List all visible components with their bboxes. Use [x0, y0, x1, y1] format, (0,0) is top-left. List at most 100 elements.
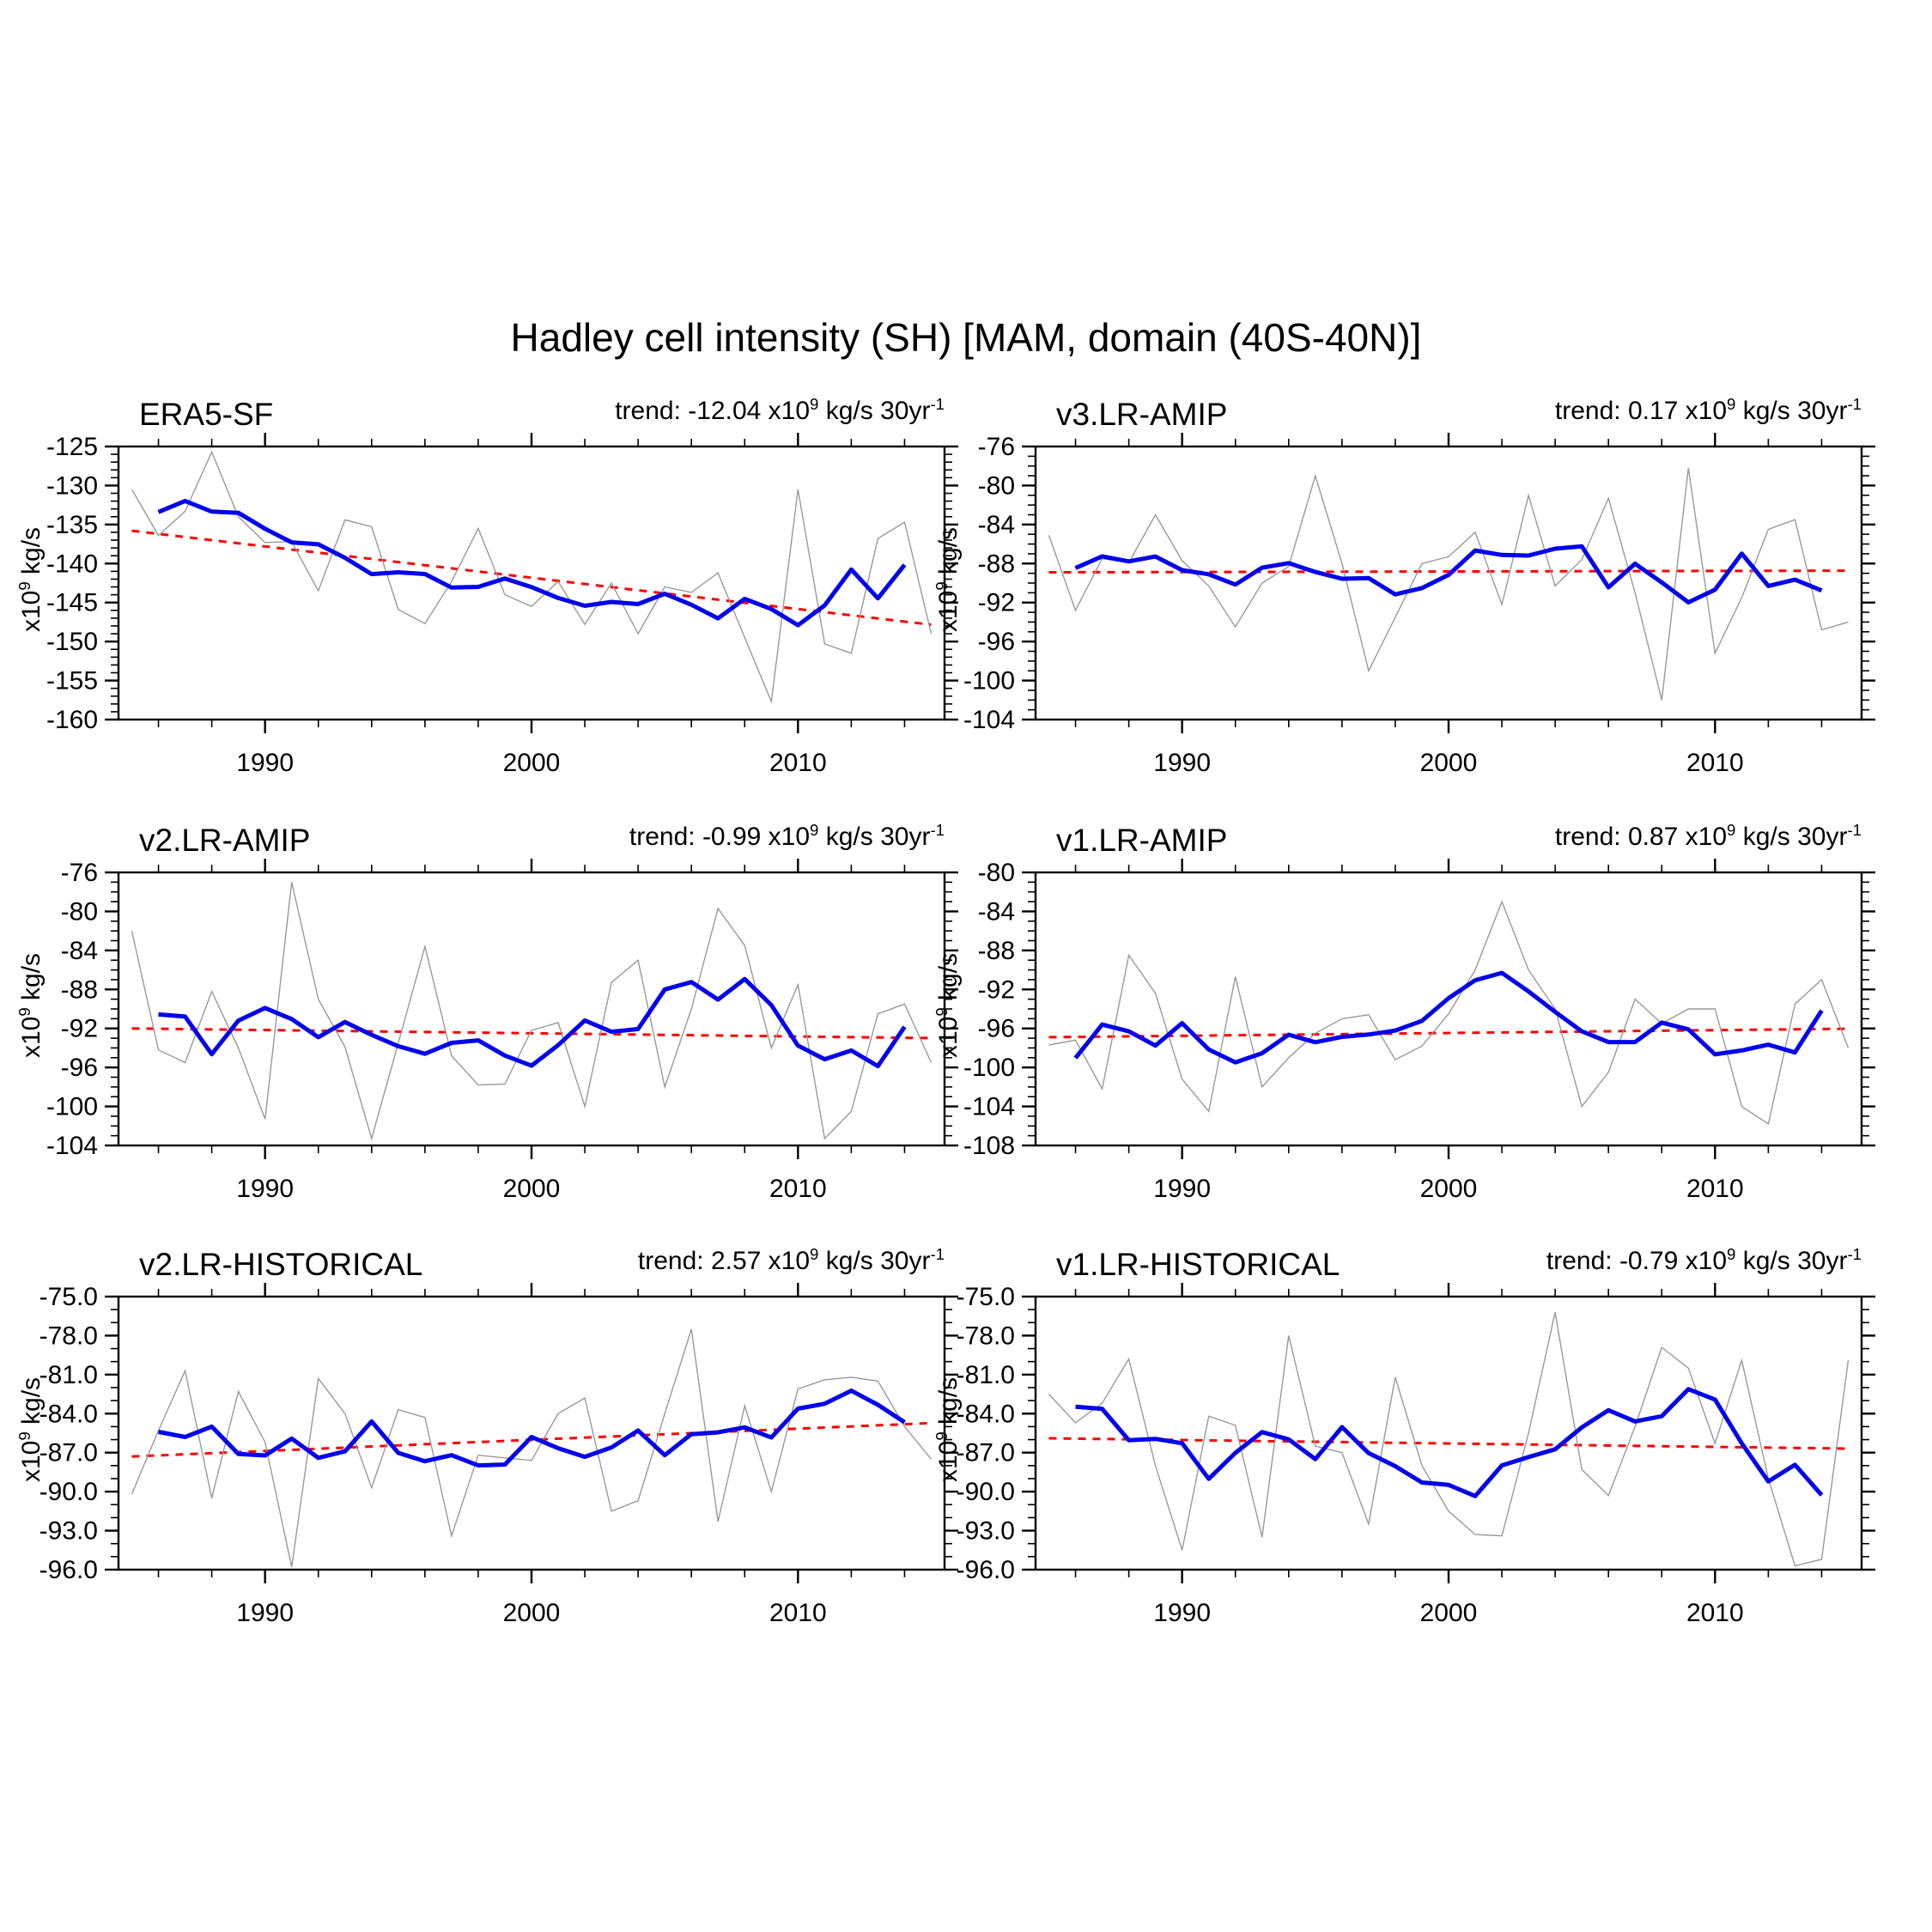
y-axis-label: x109 kg/s [15, 1376, 46, 1483]
raw-annual-line [131, 450, 933, 704]
y-tick-label: -92 [978, 589, 1015, 617]
x-tick-label: 2010 [1686, 1175, 1744, 1203]
panel-v2.LR-HISTORICAL: 1990 2000 2010 -75.0 -78.0 -81.0 -84.0 -87.0 -90… [39, 1283, 958, 1627]
y-tick-label: -100 [963, 667, 1015, 696]
x-tick-label: 2010 [769, 1599, 827, 1627]
y-tick-label: -90.0 [957, 1478, 1015, 1506]
x-tick-label: 2010 [1686, 1599, 1744, 1627]
x-tick-label: 1990 [236, 1175, 294, 1203]
y-tick-label: -96 [61, 1054, 98, 1082]
y-axis-label: x109 kg/s [933, 526, 963, 633]
y-tick-label: -81.0 [39, 1361, 98, 1389]
raw-annual-line [131, 1328, 933, 1568]
raw-annual-line [1048, 1312, 1850, 1567]
y-tick-label: -80 [978, 471, 1015, 500]
trend-value: 2.57 [710, 1247, 762, 1275]
x-tick-label: 2000 [503, 1175, 561, 1203]
y-tick-label: -90.0 [39, 1478, 98, 1506]
y-tick-label: -87.0 [39, 1439, 98, 1467]
y-tick-label: -145 [46, 589, 98, 617]
trend-value: -0.79 [1619, 1247, 1679, 1275]
y-tick-label: -93.0 [957, 1517, 1015, 1546]
y-axis-label: x109 kg/s [15, 952, 46, 1059]
y-tick-label: -150 [46, 628, 98, 656]
y-tick-label: -96 [978, 628, 1015, 656]
panel-title-v1-lr-amip: v1.LR-AMIP [1056, 823, 1228, 858]
figure-title: Hadley cell intensity (SH) [MAM, domain … [510, 315, 1422, 360]
y-tick-label: -80 [61, 897, 98, 926]
y-tick-label: -155 [46, 667, 98, 696]
y-tick-label: -75.0 [957, 1283, 1015, 1311]
trend-annotation: trend: 0.17 x109 kg/s 30yr-1 [1554, 395, 1862, 425]
x-tick-label: 2010 [1686, 749, 1744, 777]
y-tick-label: -108 [963, 1132, 1015, 1160]
y-tick-label: -76 [61, 859, 98, 887]
x-tick-label: 1990 [1153, 1599, 1211, 1627]
panel-ERA5-SF: 1990 2000 2010 -125 -130 -135 -140 -145 -150 -155… [46, 433, 958, 777]
y-tick-label: -135 [46, 511, 98, 539]
y-tick-label: -76 [978, 433, 1015, 461]
y-tick-label: -84 [61, 937, 98, 965]
y-tick-label: -78.0 [957, 1321, 1015, 1350]
x-tick-label: 2000 [503, 749, 561, 777]
trend-prefix: trend: [615, 397, 689, 425]
x-tick-label: 2010 [769, 1175, 827, 1203]
panel-v1.LR-AMIP: 1990 2000 2010 -80 -84 -88 -92 -96 -100 -104 -108 [963, 859, 1875, 1203]
y-tick-label: -87.0 [957, 1439, 1015, 1467]
x-tick-label: 1990 [1153, 1175, 1211, 1203]
y-tick-label: -96.0 [957, 1556, 1015, 1584]
panel-v1.LR-HISTORICAL: 1990 2000 2010 -75.0 -78.0 -81.0 -84.0 -87.0 -90… [957, 1283, 1875, 1627]
x-tick-label: 1990 [236, 1599, 294, 1627]
smoothed-line [1074, 544, 1823, 605]
y-tick-label: -84.0 [39, 1400, 98, 1428]
trend-annotation: trend: -0.79 x109 kg/s 30yr-1 [1546, 1245, 1862, 1275]
y-axis-label: x109 kg/s [933, 1376, 963, 1483]
trend-value: 0.87 [1627, 823, 1679, 851]
raw-annual-line [1048, 467, 1849, 701]
y-tick-label: -84 [978, 511, 1015, 539]
x-tick-label: 2000 [503, 1599, 561, 1627]
smoothed-line [157, 498, 907, 628]
raw-annual-line [1048, 900, 1850, 1126]
trend-value: -12.04 [688, 397, 762, 425]
panel-title-v3-lr-amip: v3.LR-AMIP [1056, 397, 1228, 432]
y-axis-label: x109 kg/s [933, 952, 963, 1059]
x-tick-label: 1990 [1153, 749, 1211, 777]
y-tick-label: -160 [46, 706, 98, 734]
y-tick-label: -78.0 [39, 1321, 98, 1350]
panel-title-v2-lr-amip: v2.LR-AMIP [139, 823, 311, 858]
y-tick-label: -140 [46, 550, 98, 578]
y-tick-label: -104 [46, 1132, 98, 1160]
x-tick-label: 2000 [1420, 749, 1478, 777]
y-tick-label: -84 [978, 897, 1015, 926]
trend-annotation: trend: 0.87 x109 kg/s 30yr-1 [1554, 821, 1862, 851]
smoothed-line [158, 976, 907, 1069]
panel-title-v2-lr-historical: v2.LR-HISTORICAL [139, 1247, 423, 1282]
x-tick-label: 2010 [769, 749, 827, 777]
smoothed-line [1073, 970, 1824, 1065]
y-tick-label: -93.0 [39, 1517, 98, 1546]
y-tick-label: -80 [978, 859, 1015, 887]
y-tick-label: -88 [978, 937, 1015, 965]
trend-annotation: trend: -0.99 x109 kg/s 30yr-1 [629, 821, 945, 851]
y-tick-label: -84.0 [957, 1400, 1015, 1428]
trend-annotation: trend: -12.04 x109 kg/s 30yr-1 [615, 395, 945, 425]
y-tick-label: -130 [46, 471, 98, 500]
y-tick-label: -92 [978, 975, 1015, 1004]
x-tick-label: 2000 [1420, 1175, 1478, 1203]
raw-annual-line [131, 882, 933, 1141]
x-tick-label: 2000 [1420, 1599, 1478, 1627]
y-tick-label: -104 [963, 1093, 1015, 1121]
panel-title-era5-sf: ERA5-SF [139, 397, 274, 432]
y-tick-label: -100 [963, 1054, 1015, 1082]
panel-v2.LR-AMIP: 1990 2000 2010 -76 -80 -84 -88 -92 -96 -100 -104 [46, 859, 958, 1203]
trend-line [1048, 1437, 1849, 1450]
y-tick-label: -75.0 [39, 1283, 98, 1311]
y-tick-label: -125 [46, 433, 98, 461]
x-tick-label: 1990 [236, 749, 294, 777]
y-axis-label: x109 kg/s [15, 526, 46, 633]
trend-value: 0.17 [1627, 397, 1679, 425]
smoothed-line [1075, 1387, 1824, 1498]
trend-annotation: trend: 2.57 x109 kg/s 30yr-1 [637, 1245, 945, 1275]
